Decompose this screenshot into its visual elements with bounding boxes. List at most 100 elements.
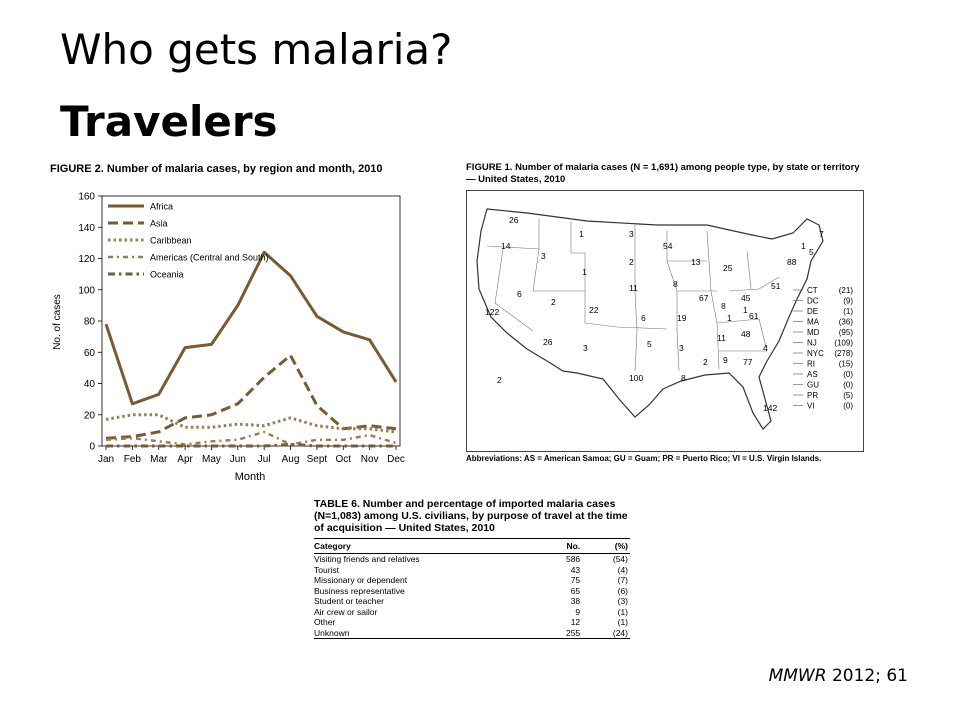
state-count: 22 (589, 305, 599, 315)
table-cell-category: Student or teacher (314, 596, 384, 606)
x-tick-label: Oct (335, 454, 351, 465)
inset-value: (0) (843, 402, 853, 411)
x-tick-label: Jun (230, 454, 246, 465)
y-tick-label: 60 (84, 348, 96, 359)
table-row: Air crew or sailor 9 (1) (314, 607, 630, 618)
state-count: 13 (691, 257, 701, 267)
legend-label: Africa (150, 202, 173, 212)
citation: MMWR 2012; 61 (769, 666, 908, 686)
travel-purpose-table: TABLE 6. Number and percentage of import… (314, 498, 630, 639)
table-cell-pct: (3) (617, 596, 628, 606)
inset-code: CT (807, 286, 818, 295)
table-cell-pct: (6) (617, 585, 628, 596)
table-cell-no: 255 (535, 627, 595, 639)
inset-value: (95) (839, 328, 854, 337)
inset-code: DE (807, 307, 818, 316)
state-count: 122 (485, 307, 499, 317)
table: Category No. (%) Visiting friends and re… (314, 538, 630, 639)
table-cell-category: Business representative (314, 585, 405, 596)
table-cell-no: 75 (570, 575, 581, 585)
us-outline-shape (476, 208, 824, 430)
state-count: 51 (771, 281, 781, 291)
state-count: 6 (641, 313, 646, 323)
x-tick-label: Mar (150, 454, 168, 465)
x-tick-label: Jan (98, 454, 114, 465)
table-cell-no: 65 (570, 585, 581, 596)
legend-label: Americas (Central and South) (150, 253, 269, 263)
state-count: 61 (749, 311, 759, 321)
x-tick-label: Apr (177, 454, 193, 465)
x-tick-label: Jul (258, 454, 271, 465)
table-cell-pct: (24) (594, 627, 630, 639)
inset-code: MA (807, 318, 820, 327)
us-map-svg: 26 14 3 1 3 54 13 7 1 5 88 2 1 11 8 25 6… (476, 208, 853, 430)
table-row: Student or teacher 38 (3) (314, 596, 630, 607)
chart-legend: Africa Asia Caribbean Americas (Central and… (108, 202, 269, 280)
state-count: 1 (582, 267, 587, 277)
x-tick-label: Dec (387, 454, 405, 465)
inset-code: PR (807, 391, 818, 400)
legend-label: Caribbean (150, 236, 192, 246)
x-tick-label: Feb (124, 454, 142, 465)
inset-value: (9) (843, 297, 853, 306)
state-count: 3 (679, 343, 684, 353)
table-cell-category: Missionary or dependent (314, 575, 408, 585)
state-count: 9 (723, 355, 728, 365)
table-header-no: No. (535, 538, 595, 554)
state-count: 8 (681, 373, 686, 383)
map-title: FIGURE 1. Number of malaria cases (N = 1… (466, 162, 860, 186)
inset-value: (109) (834, 339, 853, 348)
series-line-caribbean (105, 413, 397, 434)
state-count: 11 (629, 283, 638, 293)
inset-code: NJ (807, 339, 817, 348)
inset-code: VI (807, 402, 815, 411)
inset-value: (5) (843, 391, 853, 400)
table-cell-pct: (54) (612, 554, 628, 564)
state-borders (486, 219, 780, 372)
slide-subtitle: Travelers (60, 97, 278, 146)
us-state-map: 26 14 3 1 3 54 13 7 1 5 88 2 1 11 8 25 6… (466, 190, 864, 452)
inset-code: MD (807, 328, 820, 337)
state-count: 26 (509, 215, 519, 225)
state-count: 3 (583, 343, 588, 353)
state-count: 14 (501, 241, 511, 251)
table-row: Missionary or dependent 75 (7) (314, 575, 630, 586)
inset-value: (0) (843, 370, 853, 379)
table-row: Tourist 43 (4) (314, 565, 630, 576)
state-count: 67 (699, 293, 709, 303)
table-cell-pct: (1) (617, 606, 628, 617)
state-count: 3 (629, 229, 634, 239)
state-count: 5 (647, 339, 652, 349)
inset-value: (15) (839, 360, 854, 369)
series-line-americas-central-and-south (105, 430, 397, 446)
table-cell-no: 43 (570, 564, 581, 575)
state-count: 7 (819, 229, 824, 239)
territory-inset: CT (21) DC (9) DE (1) MA (36) MD (95) NJ (109) NYC (2… (793, 286, 853, 411)
state-count: 1 (579, 229, 584, 239)
state-count: 3 (541, 251, 546, 261)
table-cell-no: 9 (575, 606, 581, 617)
table-cell-category: Air crew or sailor (314, 606, 378, 617)
state-count: 2 (551, 297, 556, 307)
table-cell-no: 586 (565, 554, 581, 564)
chart-series-lines (104, 250, 398, 448)
x-tick-label: Sept (307, 454, 328, 465)
state-count-labels: 26 14 3 1 3 54 13 7 1 5 88 2 1 11 8 25 6… (485, 215, 824, 413)
table-cell-pct: (7) (617, 575, 628, 585)
table-title: TABLE 6. Number and percentage of import… (314, 498, 628, 534)
chart-title: FIGURE 2. Number of malaria cases, by re… (50, 163, 383, 175)
citation-journal: MMWR (768, 666, 827, 686)
table-body: Visiting friends and relatives 586 (54) Tou… (314, 554, 630, 639)
y-tick-label: 120 (78, 254, 95, 265)
state-count: 48 (741, 329, 751, 339)
table-header-pct: (%) (594, 538, 630, 554)
inset-code: GU (807, 381, 819, 390)
y-tick-label: 100 (78, 285, 95, 296)
x-tick-label: Aug (282, 454, 300, 465)
state-count: 1 (801, 241, 806, 251)
series-line-oceania (106, 442, 396, 448)
plot-frame (101, 195, 401, 447)
citation-year-volume: 2012; 61 (826, 666, 908, 686)
state-count: 6 (517, 289, 522, 299)
table-row: Unknown 255 (24) (314, 627, 630, 639)
